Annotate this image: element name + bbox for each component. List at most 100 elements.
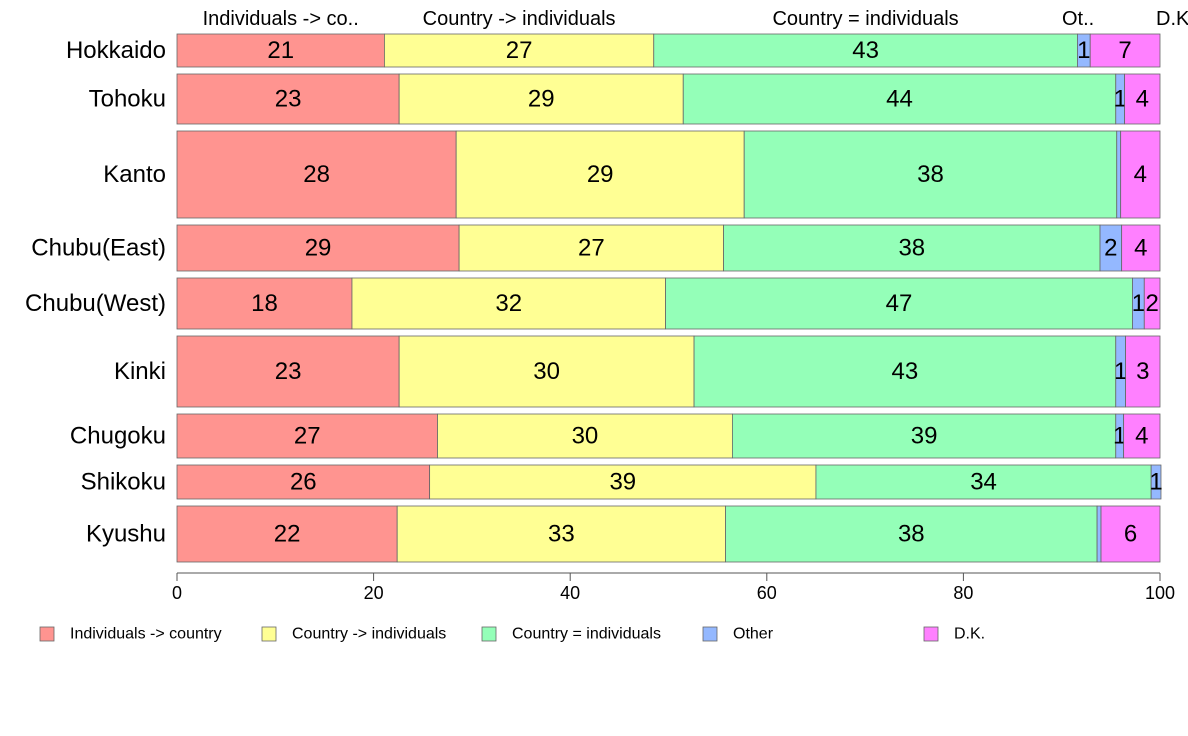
legend-label: Individuals -> country — [70, 626, 222, 643]
data-label: 1 — [1149, 469, 1162, 496]
data-label: 33 — [548, 521, 575, 548]
data-label: 4 — [1134, 161, 1147, 188]
bar-segment-chugoku-individuals-country — [176, 413, 438, 459]
bar-segment-chubu-west-country-individuals — [665, 277, 1133, 330]
legend-item-country-individuals: Country -> individuals — [261, 626, 446, 643]
column-header-country-individuals: Country = individuals — [772, 8, 958, 30]
bar-segment-hokkaido-country-individuals — [384, 33, 655, 68]
data-label: 23 — [275, 358, 302, 385]
bar-segment-shikoku-individuals-country — [176, 464, 431, 500]
bar-segment-kinki-d-k — [1125, 335, 1161, 408]
data-label: 1 — [1077, 37, 1090, 64]
legend-swatch — [261, 626, 277, 642]
column-header-other: Ot.. — [1062, 8, 1094, 30]
bar-segment-kyushu-other — [1096, 505, 1102, 563]
data-label: 3 — [1136, 358, 1149, 385]
data-label: 47 — [886, 290, 913, 317]
x-tick-label: 0 — [172, 583, 182, 603]
bar-row-hokkaido: 21 27 43 1 7 — [176, 33, 1161, 68]
data-label: 1 — [1114, 358, 1127, 385]
data-label: 23 — [275, 86, 302, 113]
bar-row-kinki: 23 30 43 1 3 — [176, 335, 1161, 408]
bar-segment-kanto-country-individuals — [743, 130, 1118, 219]
legend-swatch — [39, 626, 55, 642]
data-label: 6 — [1124, 521, 1137, 548]
data-label: 29 — [587, 161, 614, 188]
data-label: 43 — [892, 358, 919, 385]
bar-segment-kyushu-country-individuals — [725, 505, 1098, 563]
data-label: 38 — [917, 161, 944, 188]
bar-segment-shikoku-country-individuals — [815, 464, 1152, 500]
data-label: 44 — [886, 86, 913, 113]
bar-segment-chubu-west-country-individuals — [351, 277, 666, 330]
legend-swatch — [481, 626, 497, 642]
category-label: Tohoku — [89, 86, 166, 113]
data-label: 38 — [898, 235, 925, 262]
bar-segment-chugoku-d-k — [1123, 413, 1161, 459]
bar-segment-chugoku-country-individuals — [437, 413, 733, 459]
category-label: Chugoku — [70, 423, 166, 450]
legend-swatch — [702, 626, 718, 642]
category-label: Kinki — [114, 358, 166, 385]
x-tick-label: 60 — [757, 583, 777, 603]
bar-segment-chubu-west-individuals-country — [176, 277, 353, 330]
category-label: Shikoku — [81, 469, 166, 496]
column-header-country-individuals: Country -> individuals — [423, 8, 616, 30]
data-label: 4 — [1135, 423, 1148, 450]
bar-row-chugoku: 27 30 39 1 4 — [176, 413, 1161, 459]
bar-segment-hokkaido-d-k — [1089, 33, 1161, 68]
legend-label: D.K. — [954, 626, 985, 643]
data-label: 28 — [303, 161, 330, 188]
data-label: 21 — [267, 37, 294, 64]
bar-segment-kanto-country-individuals — [455, 130, 745, 219]
column-header-d-k: D.K. — [1156, 8, 1188, 30]
category-label: Kyushu — [86, 521, 166, 548]
data-label: 18 — [251, 290, 278, 317]
data-label: 4 — [1134, 235, 1147, 262]
bar-segment-tohoku-country-individuals — [682, 73, 1117, 125]
data-label: 27 — [506, 37, 533, 64]
data-label: 4 — [1136, 86, 1149, 113]
bars-area: 21 27 43 1 723 29 44 1 428 29 38 429 27 38 2 418 32 47 1 22… — [176, 33, 1163, 563]
bar-row-tohoku: 23 29 44 1 4 — [176, 73, 1161, 125]
data-label: 27 — [294, 423, 321, 450]
data-label: 1 — [1114, 86, 1127, 113]
data-label: 27 — [578, 235, 605, 262]
legend-label: Country -> individuals — [292, 626, 446, 643]
bar-segment-hokkaido-individuals-country — [176, 33, 385, 68]
legend-swatch — [923, 626, 939, 642]
data-label: 38 — [898, 521, 925, 548]
bar-segment-kinki-individuals-country — [176, 335, 400, 408]
bar-segment-shikoku-country-individuals — [429, 464, 817, 500]
x-tick-label: 40 — [560, 583, 580, 603]
bar-segment-kanto-other — [1116, 130, 1122, 219]
bar-segment-chubu-west-d-k — [1143, 277, 1161, 330]
bar-segment-kinki-country-individuals — [693, 335, 1117, 408]
data-label: 2 — [1104, 235, 1117, 262]
legend-label: Country = individuals — [512, 626, 661, 643]
x-tick-label: 80 — [953, 583, 973, 603]
bar-segment-tohoku-country-individuals — [398, 73, 684, 125]
bar-segment-chubu-east-individuals-country — [176, 224, 460, 272]
bar-segment-kyushu-d-k — [1100, 505, 1161, 563]
category-label: Hokkaido — [66, 37, 166, 64]
category-label: Kanto — [103, 161, 166, 188]
data-label: 29 — [528, 86, 555, 113]
bar-row-chubu-west: 18 32 47 1 2 — [176, 277, 1161, 330]
category-label: Chubu(East) — [31, 235, 166, 262]
data-label: 34 — [970, 469, 997, 496]
data-label: 7 — [1118, 37, 1131, 64]
data-label: 39 — [609, 469, 636, 496]
data-label: 29 — [305, 235, 332, 262]
data-label: 32 — [495, 290, 522, 317]
bar-segment-chubu-east-country-individuals — [723, 224, 1101, 272]
data-label: 43 — [852, 37, 879, 64]
legend-item-other: Other — [702, 626, 774, 643]
data-label: 39 — [911, 423, 938, 450]
bar-segment-chubu-east-country-individuals — [458, 224, 724, 272]
bar-row-shikoku: 26 39 34 1 — [176, 464, 1163, 500]
bar-segment-kyushu-country-individuals — [396, 505, 726, 563]
bar-segment-chubu-east-d-k — [1121, 224, 1161, 272]
data-label: 2 — [1145, 290, 1158, 317]
